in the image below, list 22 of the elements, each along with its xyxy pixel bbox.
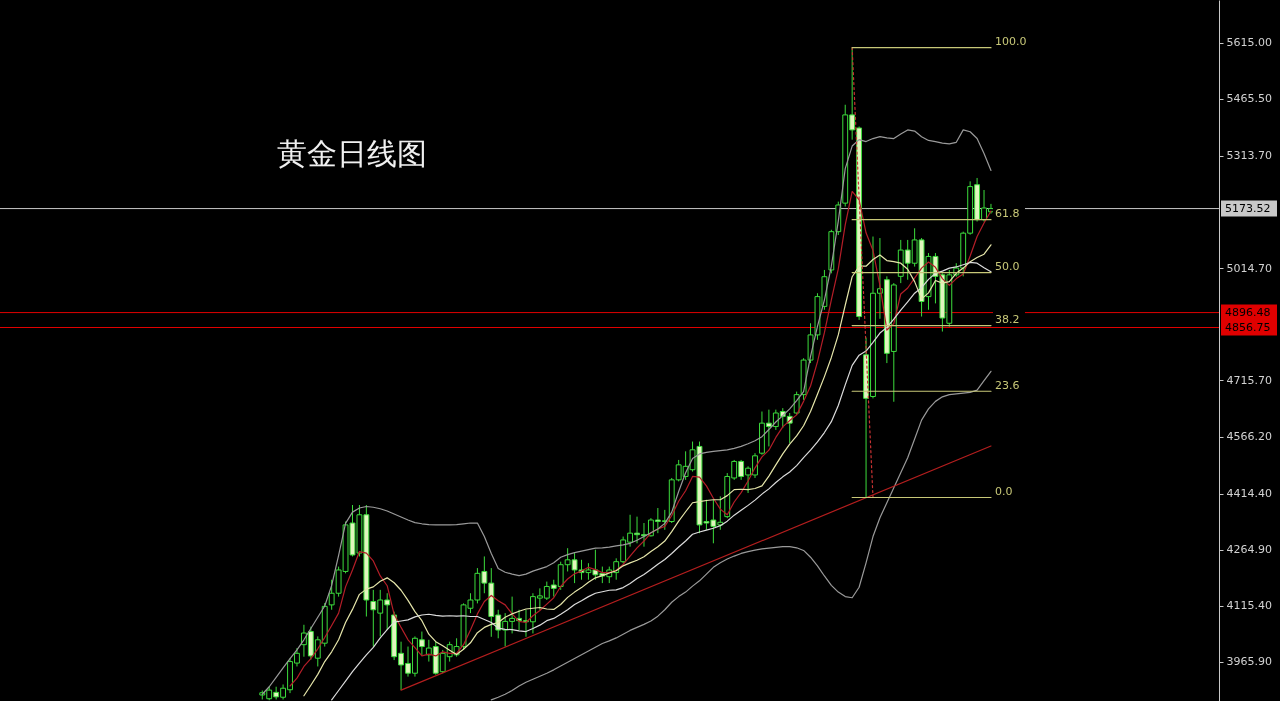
series-label: 0.0	[994, 485, 1013, 498]
y-tick-label: 5014.70	[1226, 261, 1272, 275]
line-series	[261, 129, 992, 695]
y-tick-label: 3965.90	[1226, 655, 1272, 669]
y-tick-label: 4715.70	[1226, 373, 1272, 387]
y-tick-label: 4115.40	[1226, 599, 1272, 613]
series-label: 100.0	[994, 35, 1027, 49]
series-label: 50.0	[994, 260, 1020, 274]
y-tick-label: 5313.70	[1226, 149, 1272, 163]
y-tick-label: 5615.00	[1226, 36, 1272, 50]
ref-line-label: 4856.75	[1225, 320, 1271, 334]
y-tick-label: 4566.20	[1226, 430, 1272, 444]
y-tick-label: 5465.50	[1226, 92, 1272, 106]
y-tick-label: 4264.90	[1226, 543, 1272, 557]
line-series	[490, 370, 992, 701]
text: 黄金日线图	[277, 136, 427, 171]
y-tick-label: 4414.40	[1226, 487, 1272, 501]
series-label: 23.6	[994, 378, 1020, 392]
ref-line-label: 5173.52	[1225, 201, 1271, 215]
series-label: 61.8	[994, 207, 1020, 221]
series-label: 38.2	[994, 313, 1020, 327]
ref-line-label: 4896.48	[1225, 305, 1271, 319]
